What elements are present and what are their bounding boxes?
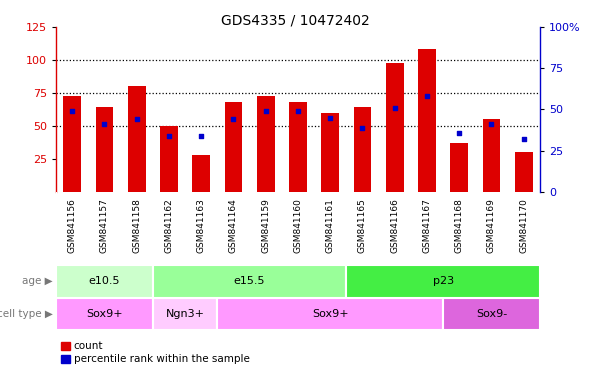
Bar xyxy=(128,86,146,192)
Point xyxy=(164,133,173,139)
Text: GSM841156: GSM841156 xyxy=(68,198,77,253)
Text: GSM841170: GSM841170 xyxy=(519,198,528,253)
Text: GSM841167: GSM841167 xyxy=(422,198,431,253)
Legend: count, percentile rank within the sample: count, percentile rank within the sample xyxy=(61,341,250,364)
Bar xyxy=(160,126,178,192)
Point xyxy=(422,93,432,99)
Bar xyxy=(63,96,81,192)
Bar xyxy=(322,113,339,192)
Bar xyxy=(443,298,540,330)
Point xyxy=(487,121,496,127)
Bar xyxy=(153,265,346,298)
Bar xyxy=(96,108,113,192)
Text: GSM841163: GSM841163 xyxy=(196,198,206,253)
Text: Sox9+: Sox9+ xyxy=(312,309,349,319)
Point xyxy=(67,108,77,114)
Bar xyxy=(418,49,436,192)
Point xyxy=(132,116,142,122)
Text: GSM841164: GSM841164 xyxy=(229,198,238,253)
Text: GSM841158: GSM841158 xyxy=(132,198,141,253)
Text: p23: p23 xyxy=(432,276,454,286)
Text: age ▶: age ▶ xyxy=(22,276,53,286)
Point xyxy=(454,129,464,136)
Point xyxy=(390,105,399,111)
Point xyxy=(326,115,335,121)
Bar xyxy=(225,102,242,192)
Text: GSM841160: GSM841160 xyxy=(293,198,303,253)
Text: GSM841161: GSM841161 xyxy=(326,198,335,253)
Point xyxy=(261,108,270,114)
Point xyxy=(358,124,367,131)
Bar xyxy=(153,298,217,330)
Bar xyxy=(515,152,533,192)
Text: GSM841157: GSM841157 xyxy=(100,198,109,253)
Text: GSM841162: GSM841162 xyxy=(165,198,173,253)
Bar xyxy=(483,119,500,192)
Text: GSM841166: GSM841166 xyxy=(390,198,399,253)
Bar xyxy=(289,102,307,192)
Bar xyxy=(217,298,443,330)
Bar xyxy=(192,155,210,192)
Text: GSM841169: GSM841169 xyxy=(487,198,496,253)
Point xyxy=(519,136,529,142)
Bar xyxy=(450,143,468,192)
Text: GSM841165: GSM841165 xyxy=(358,198,367,253)
Text: Sox9+: Sox9+ xyxy=(86,309,123,319)
Bar xyxy=(386,63,404,192)
Bar xyxy=(346,265,540,298)
Bar xyxy=(353,108,371,192)
Point xyxy=(229,116,238,122)
Text: Sox9-: Sox9- xyxy=(476,309,507,319)
Point xyxy=(100,121,109,127)
Text: e10.5: e10.5 xyxy=(88,276,120,286)
Text: GDS4335 / 10472402: GDS4335 / 10472402 xyxy=(221,13,369,27)
Point xyxy=(293,108,303,114)
Text: cell type ▶: cell type ▶ xyxy=(0,309,53,319)
Bar xyxy=(56,298,153,330)
Point xyxy=(196,133,206,139)
Bar xyxy=(257,96,274,192)
Text: GSM841168: GSM841168 xyxy=(455,198,464,253)
Text: Ngn3+: Ngn3+ xyxy=(166,309,205,319)
Text: GSM841159: GSM841159 xyxy=(261,198,270,253)
Text: e15.5: e15.5 xyxy=(234,276,266,286)
Bar xyxy=(56,265,153,298)
